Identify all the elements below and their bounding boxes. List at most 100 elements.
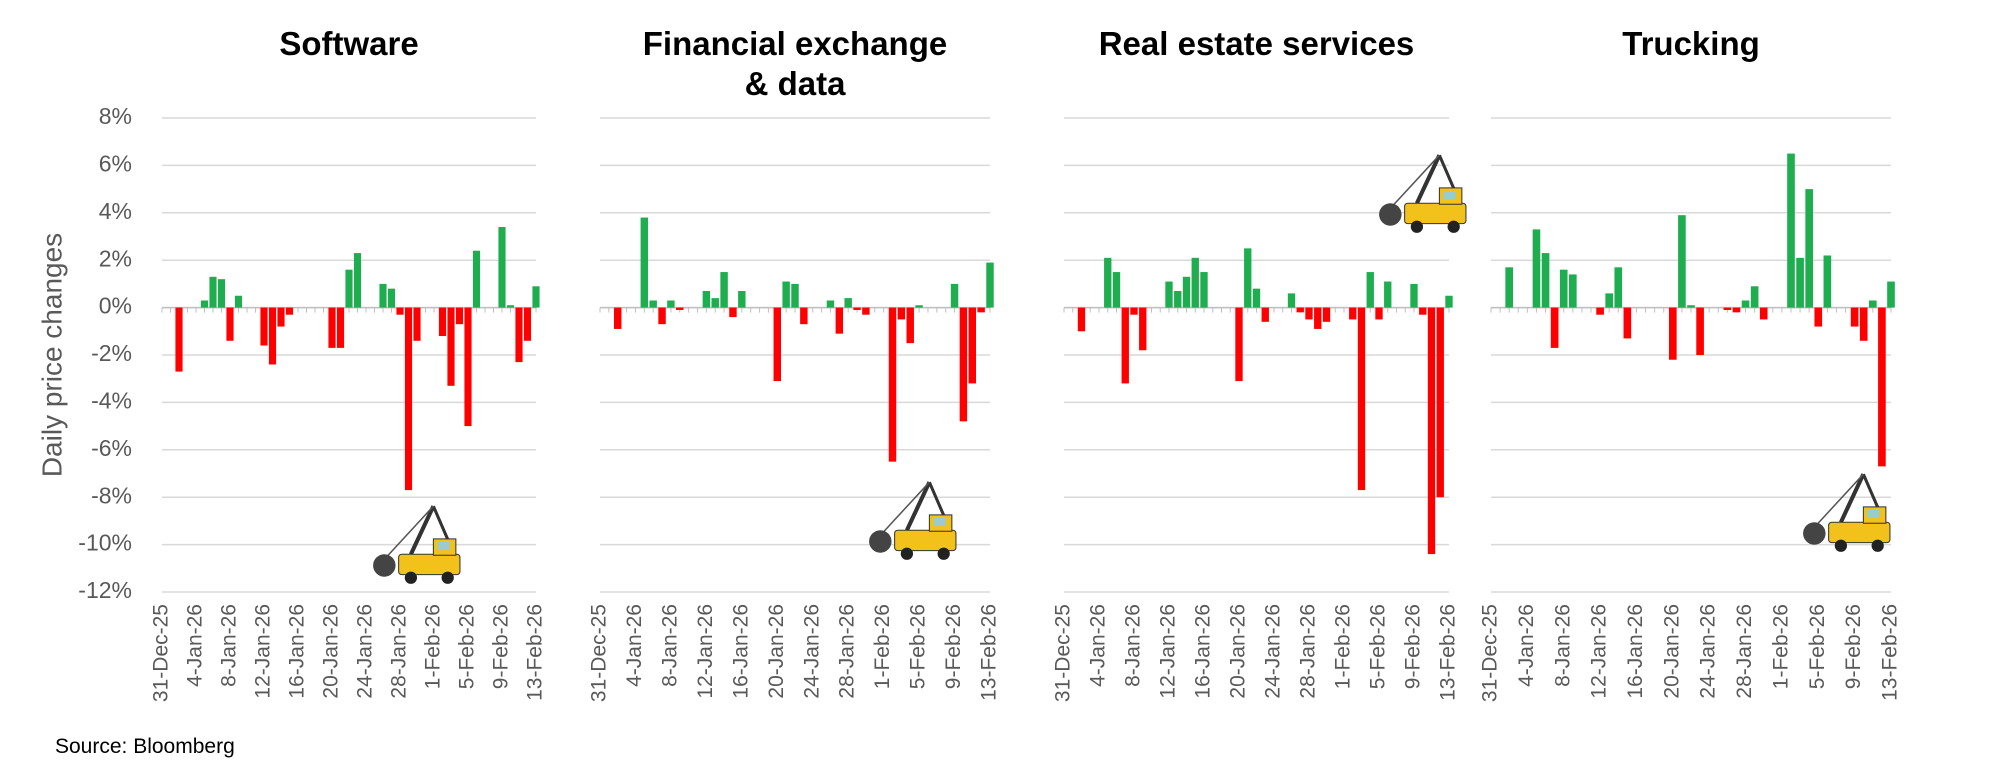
bar (438, 307, 447, 337)
bar (1366, 272, 1374, 308)
bar (1887, 281, 1895, 308)
bar (217, 279, 226, 308)
bar (667, 300, 675, 308)
x-tick-label: 8-Jan-26 (658, 604, 681, 687)
bar (826, 300, 835, 308)
y-tick-label: -4% (91, 387, 132, 413)
bar (1112, 272, 1121, 308)
bar (1182, 276, 1191, 308)
bar (447, 307, 455, 386)
bar (1550, 307, 1559, 348)
x-tick-label: 9-Feb-26 (1842, 604, 1865, 689)
bar (986, 262, 994, 308)
bar (1678, 215, 1686, 308)
x-tick-label: 8-Jan-26 (218, 604, 241, 687)
y-tick-label: -2% (91, 340, 132, 366)
bar (404, 307, 413, 491)
bar (835, 307, 844, 334)
bar (862, 307, 870, 315)
chart-title: Financial exchange & data (642, 25, 948, 102)
bar (1869, 300, 1877, 308)
bar (396, 307, 404, 315)
x-tick-label: 16-Jan-26 (1192, 604, 1215, 699)
bar (455, 307, 464, 325)
bar (1541, 253, 1550, 308)
x-tick-label: 12-Jan-26 (1588, 604, 1611, 699)
chart-title: Real estate services (1098, 25, 1415, 62)
bar (1427, 307, 1436, 555)
bar (1796, 257, 1804, 308)
x-tick-label: 16-Jan-26 (286, 604, 309, 699)
y-tick-label: 4% (99, 198, 132, 224)
x-tick-label: 31-Dec-25 (150, 604, 173, 702)
y-tick-label: -6% (91, 435, 132, 461)
bar (915, 305, 923, 308)
bar (1235, 307, 1243, 382)
bar (1305, 307, 1313, 320)
chart-title: Trucking (1622, 25, 1760, 62)
bar (1410, 283, 1418, 308)
bar (234, 295, 243, 308)
x-tick-label: 24-Jan-26 (1262, 604, 1285, 699)
bar (614, 307, 622, 329)
bar (773, 307, 781, 382)
bar (175, 307, 183, 372)
bar (506, 305, 515, 308)
bar (676, 307, 684, 310)
x-tick-label: 31-Dec-25 (588, 604, 611, 702)
bar (1859, 307, 1868, 341)
bar (1261, 307, 1269, 322)
x-tick-label: 12-Jan-26 (1157, 604, 1180, 699)
bar (1732, 307, 1741, 313)
x-tick-label: 28-Jan-26 (388, 604, 411, 699)
y-tick-label: 2% (99, 245, 132, 271)
x-tick-label: 4-Jan-26 (184, 604, 207, 687)
bar (658, 307, 666, 325)
x-tick-label: 13-Feb-26 (978, 604, 1001, 701)
x-tick-label: 28-Jan-26 (1733, 604, 1756, 699)
x-tick-label: 4-Jan-26 (623, 604, 646, 687)
bar (1787, 153, 1795, 308)
bar (1104, 257, 1112, 308)
bar (1165, 281, 1173, 308)
x-tick-label: 20-Jan-26 (320, 604, 343, 699)
bar (472, 250, 481, 308)
bar (968, 307, 976, 384)
bar (1349, 307, 1357, 320)
x-tick-label: 20-Jan-26 (1227, 604, 1250, 699)
bar (800, 307, 808, 325)
x-tick-label: 31-Dec-25 (1479, 604, 1502, 702)
bar (950, 283, 959, 308)
x-tick-label: 8-Jan-26 (1122, 604, 1145, 687)
bar (782, 281, 790, 308)
x-tick-label: 24-Jan-26 (1697, 604, 1720, 699)
x-tick-label: 31-Dec-25 (1052, 604, 1075, 702)
bar (1200, 272, 1208, 308)
bar (209, 276, 217, 308)
bar (1130, 307, 1138, 315)
bar (1623, 307, 1632, 339)
bar (226, 307, 234, 341)
x-tick-label: 5-Feb-26 (907, 604, 930, 689)
bar (888, 307, 897, 462)
y-tick-label: 8% (99, 103, 132, 129)
bar (379, 283, 387, 308)
bar (328, 307, 336, 348)
x-tick-label: 13-Feb-26 (524, 604, 547, 701)
bar (1805, 189, 1813, 308)
x-tick-label: 9-Feb-26 (490, 604, 513, 689)
bar (515, 307, 523, 363)
bar (464, 307, 472, 427)
bar (1741, 300, 1750, 308)
bar (1559, 269, 1568, 308)
bar (532, 286, 540, 308)
bar (906, 307, 914, 344)
bar (1669, 307, 1677, 360)
y-axis-title: Daily price changes (36, 233, 67, 477)
bar (1174, 291, 1182, 308)
bar (345, 269, 353, 308)
bar (1375, 307, 1383, 320)
x-tick-label: 16-Jan-26 (1624, 604, 1647, 699)
bar (1384, 281, 1392, 308)
bar (1139, 307, 1147, 351)
